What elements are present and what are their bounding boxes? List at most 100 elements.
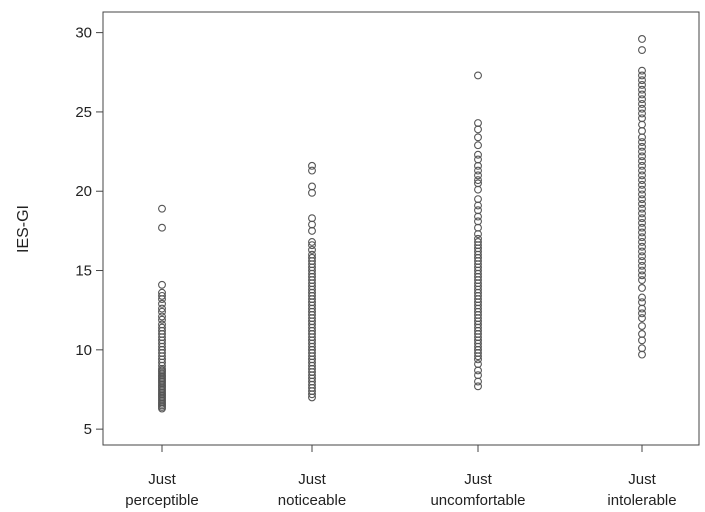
- data-point: [474, 71, 482, 80]
- data-point: [474, 176, 482, 185]
- data-point: [308, 226, 316, 235]
- data-point: [474, 161, 482, 170]
- data-point: [638, 161, 646, 170]
- data-point: [638, 142, 646, 151]
- data-point: [638, 233, 646, 242]
- x-tick-label-line2: perceptible: [125, 492, 198, 509]
- data-point: [474, 366, 482, 375]
- data-point: [158, 299, 166, 308]
- data-point: [638, 304, 646, 313]
- y-tick-label: 15: [75, 263, 92, 280]
- x-tick-label-line2: noticeable: [278, 492, 346, 509]
- data-point: [638, 66, 646, 75]
- data-point: [638, 322, 646, 330]
- data-point: [158, 291, 166, 300]
- data-point: [638, 147, 646, 156]
- data-point: [638, 95, 646, 104]
- data-point: [638, 199, 646, 208]
- data-point: [158, 315, 166, 324]
- data-point: [308, 390, 316, 399]
- data-point: [158, 223, 166, 232]
- data-point: [638, 209, 646, 218]
- data-point: [638, 46, 646, 55]
- data-point: [638, 104, 646, 113]
- data-point: [638, 218, 646, 227]
- x-axis: Just perceptible Just noticeable Just uncomfo…: [125, 445, 677, 509]
- data-point: [308, 241, 316, 250]
- data-point: [474, 133, 482, 142]
- data-point: [638, 195, 646, 204]
- y-tick-label: 5: [84, 421, 92, 438]
- data-point: [158, 307, 166, 316]
- data-point: [638, 190, 646, 199]
- y-tick-label: 30: [75, 25, 92, 42]
- data-point: [638, 276, 646, 284]
- data-point: [638, 90, 646, 99]
- plot-frame: [102, 11, 700, 446]
- data-point: [638, 293, 646, 302]
- data-point: [474, 230, 482, 239]
- data-point: [474, 141, 482, 150]
- x-tick-label-line1: Just: [148, 471, 176, 488]
- data-points: [158, 35, 646, 413]
- data-point: [474, 125, 482, 134]
- data-point: [638, 180, 646, 189]
- data-point: [474, 382, 482, 391]
- data-point: [474, 171, 482, 180]
- data-point: [638, 76, 646, 85]
- x-tick-label-line2: uncomfortable: [430, 492, 525, 509]
- data-point: [474, 150, 482, 159]
- y-tick-label: 20: [75, 183, 92, 200]
- y-tick-label: 25: [75, 104, 92, 121]
- data-point: [158, 312, 166, 321]
- data-point: [638, 152, 646, 161]
- data-point: [638, 109, 646, 118]
- data-point: [308, 188, 316, 197]
- data-point: [638, 284, 646, 292]
- data-point: [638, 81, 646, 89]
- x-tick-label-line1: Just: [628, 471, 656, 488]
- data-point: [638, 35, 646, 43]
- data-point: [638, 166, 646, 175]
- data-point: [638, 314, 646, 323]
- data-point: [638, 252, 646, 261]
- data-point: [638, 176, 646, 185]
- x-tick-label-line1: Just: [298, 471, 326, 488]
- data-point: [638, 242, 646, 251]
- data-point: [638, 247, 646, 256]
- data-point: [638, 261, 646, 270]
- data-point: [474, 201, 482, 210]
- data-point: [474, 355, 482, 364]
- data-point: [638, 309, 646, 318]
- data-point: [638, 185, 646, 194]
- data-point: [474, 185, 482, 194]
- data-point: [638, 223, 646, 232]
- data-point: [308, 238, 316, 246]
- data-point: [308, 245, 316, 254]
- data-point: [638, 85, 646, 94]
- data-point: [638, 336, 646, 345]
- y-axis-title: IES-GI: [15, 205, 32, 253]
- data-point: [638, 214, 646, 223]
- data-point: [308, 166, 316, 175]
- data-point: [474, 212, 482, 221]
- x-tick-label-line1: Just: [464, 471, 492, 488]
- data-point: [638, 100, 646, 108]
- y-tick-label: 10: [75, 342, 92, 359]
- data-point: [638, 257, 646, 265]
- data-point: [638, 157, 646, 166]
- data-point: [638, 138, 646, 147]
- data-point: [474, 377, 482, 386]
- data-point: [158, 304, 166, 313]
- data-point: [638, 266, 646, 275]
- data-point: [638, 228, 646, 237]
- data-point: [158, 404, 166, 413]
- data-point: [638, 71, 646, 80]
- data-point: [158, 295, 166, 304]
- data-point: [638, 204, 646, 213]
- data-point: [638, 271, 646, 280]
- data-point: [474, 352, 482, 361]
- data-point: [158, 280, 166, 289]
- data-point: [638, 238, 646, 246]
